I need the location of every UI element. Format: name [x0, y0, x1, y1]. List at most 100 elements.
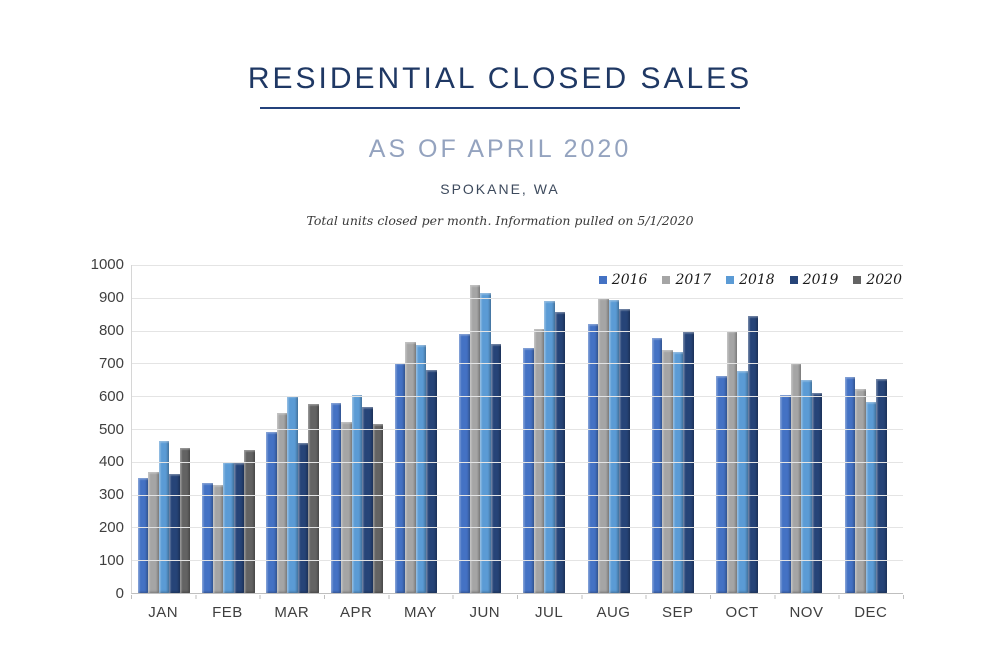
bar-group-jun	[453, 265, 517, 593]
legend-item-2018: 2018	[726, 272, 775, 288]
bar-2016-apr	[330, 402, 342, 593]
title-underline	[260, 107, 740, 109]
x-label-feb: FEB	[212, 604, 243, 621]
gridline-400	[132, 461, 903, 463]
bar-2019-oct	[747, 316, 759, 593]
bar-2019-nov	[811, 392, 823, 593]
x-axis-ticks	[131, 595, 904, 599]
legend-label: 2020	[866, 272, 902, 288]
x-label-jul: JUL	[535, 604, 564, 621]
legend-item-2016: 2016	[598, 272, 648, 288]
bar-2017-jan	[148, 471, 159, 593]
legend-swatch-icon	[598, 276, 607, 284]
bar-2017-feb	[212, 484, 224, 593]
page-subtitle: AS OF APRIL 2020	[368, 135, 632, 163]
location-label: SPOKANE, WA	[440, 181, 560, 197]
bar-2018-aug	[608, 300, 620, 593]
y-tick-label-100: 100	[98, 552, 124, 570]
y-tick-label-700: 700	[98, 354, 124, 372]
legend-item-2017: 2017	[662, 272, 711, 288]
bar-2016-mar	[266, 432, 277, 593]
y-axis: 0 100 200 300 400 500 600 700 800 900 1000	[0, 256, 124, 602]
bar-2016-aug	[587, 324, 599, 593]
gridline-800	[132, 330, 903, 332]
gridline-600	[132, 396, 903, 398]
y-tick-label-200: 200	[98, 519, 124, 537]
bar-2019-aug	[619, 308, 630, 593]
gridline-100	[132, 560, 903, 562]
bar-2016-dec	[844, 376, 856, 593]
x-label-mar: MAR	[274, 604, 310, 621]
bar-2018-jul	[544, 301, 555, 593]
legend-item-2019: 2019	[789, 272, 839, 288]
bar-2020-mar	[308, 404, 319, 593]
x-label-may: MAY	[404, 604, 437, 621]
bar-2016-jun	[459, 333, 470, 593]
y-tick-label-600: 600	[98, 387, 124, 405]
bar-2016-nov	[780, 394, 791, 593]
legend-swatch-icon	[853, 276, 862, 284]
x-label-jun: JUN	[469, 604, 501, 621]
page-title: RESIDENTIAL CLOSED SALES	[247, 62, 753, 95]
bar-2016-sep	[651, 337, 663, 593]
bar-group-oct	[710, 265, 774, 593]
y-tick-label-900: 900	[98, 289, 124, 307]
gridline-700	[132, 363, 903, 365]
bar-2017-may	[405, 342, 416, 593]
bar-2018-jun	[480, 292, 491, 593]
legend-label: 2018	[739, 272, 775, 288]
legend-label: 2016	[611, 272, 648, 288]
bar-group-dec	[839, 265, 903, 593]
x-label-dec: DEC	[854, 604, 888, 621]
bar-2017-dec	[855, 388, 866, 593]
bar-2019-mar	[297, 443, 309, 593]
bar-2016-jan	[137, 478, 149, 593]
bar-2019-dec	[876, 379, 887, 593]
plot-area	[131, 265, 903, 594]
y-tick-label-1000: 1000	[90, 256, 124, 274]
legend-swatch-icon	[789, 276, 798, 284]
bar-2016-may	[394, 363, 406, 593]
bar-2018-mar	[287, 396, 298, 593]
legend-label: 2019	[802, 272, 839, 288]
gridline-1000	[132, 265, 903, 266]
bar-2018-may	[415, 345, 427, 593]
bar-2017-nov	[790, 363, 802, 593]
report-header: RESIDENTIAL CLOSED SALES AS OF APRIL 202…	[0, 0, 1000, 228]
bar-2018-nov	[801, 379, 812, 593]
gridline-300	[132, 494, 903, 496]
bar-2019-apr	[362, 407, 373, 593]
bar-2016-feb	[202, 483, 213, 593]
x-label-oct: OCT	[725, 604, 759, 621]
x-label-aug: AUG	[596, 604, 631, 621]
legend-label: 2017	[675, 272, 712, 288]
bar-group-jan	[132, 265, 196, 593]
bar-2019-jun	[490, 343, 502, 593]
y-tick-label-300: 300	[98, 486, 124, 504]
bar-2017-jul	[533, 328, 545, 593]
gridline-200	[132, 527, 903, 529]
x-label-jan: JAN	[148, 604, 179, 621]
bar-2019-may	[426, 369, 437, 593]
bar-2018-apr	[351, 394, 363, 593]
x-axis: JAN FEB MAR APR MAY JUN JUL AUG SEP OCT NOV DEC	[131, 604, 903, 621]
y-tick-label-0: 0	[115, 585, 124, 603]
bar-2018-dec	[865, 401, 877, 593]
bar-2017-sep	[662, 350, 673, 593]
bar-2017-oct	[726, 330, 738, 593]
bar-2016-jul	[523, 347, 534, 593]
bar-group-aug	[582, 265, 646, 593]
bar-2018-oct	[737, 371, 748, 593]
source-note: Total units closed per month. Informatio…	[306, 213, 694, 228]
bar-group-apr	[325, 265, 389, 593]
bar-2018-jan	[158, 441, 170, 593]
bar-group-jul	[518, 265, 582, 593]
bar-2017-mar	[276, 412, 288, 593]
y-tick-label-800: 800	[98, 321, 124, 339]
bar-2020-apr	[372, 424, 384, 593]
bar-group-nov	[775, 265, 839, 593]
legend-swatch-icon	[726, 276, 735, 284]
y-tick-label-400: 400	[98, 453, 124, 471]
bar-2018-sep	[672, 352, 684, 593]
